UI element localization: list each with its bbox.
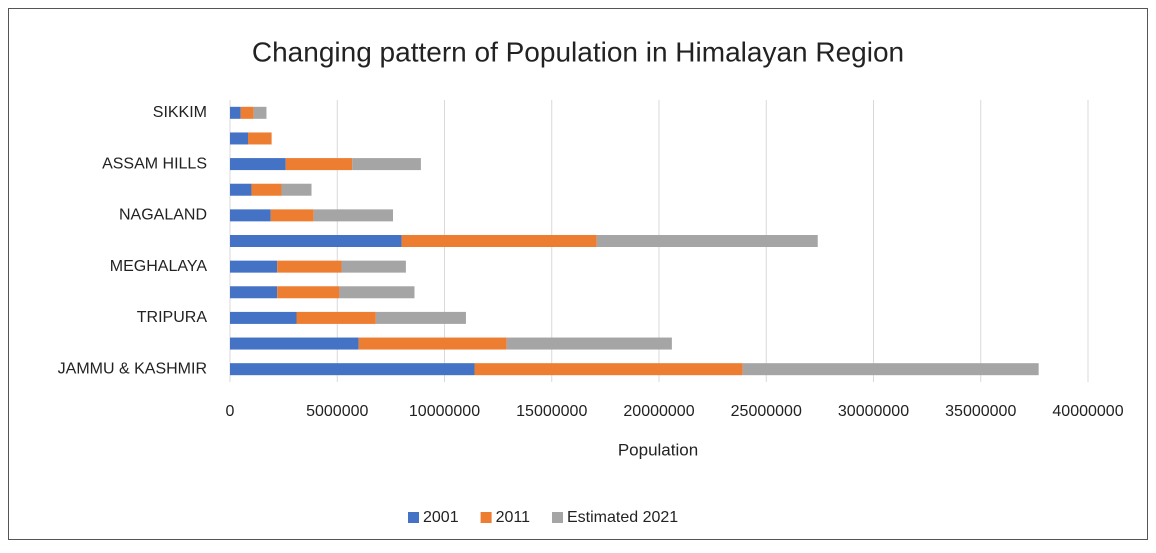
bar-segment <box>281 183 312 196</box>
legend-label: Estimated 2021 <box>567 509 678 526</box>
x-tick-label: 25000000 <box>731 403 802 420</box>
legend-label: 2001 <box>423 509 459 526</box>
bar-segment <box>339 286 415 299</box>
bar-segment <box>230 132 249 145</box>
x-tick-label: 40000000 <box>1052 403 1123 420</box>
bar-segment <box>277 286 340 299</box>
legend-swatch <box>480 512 492 523</box>
bar-segment <box>358 337 507 350</box>
bar-segment <box>251 183 282 196</box>
bar-segment <box>230 106 241 119</box>
y-tick-label: TRIPURA <box>137 309 208 326</box>
bar-segment <box>506 337 672 350</box>
bar-segment <box>230 183 252 196</box>
legend-swatch <box>408 512 419 523</box>
x-tick-label: 20000000 <box>623 403 694 420</box>
x-axis-label: Population <box>618 440 698 459</box>
bar-segment <box>248 132 272 145</box>
legend-swatch <box>552 512 563 523</box>
x-tick-label: 0 <box>226 403 235 420</box>
bar-segment <box>230 311 297 324</box>
bar-segment <box>742 363 1039 376</box>
bar-segment <box>230 158 286 171</box>
y-tick-label: NAGALAND <box>119 207 207 224</box>
bar-segment <box>285 158 353 171</box>
bar-segment <box>230 363 475 376</box>
bar-segment <box>230 260 278 273</box>
bar-segment <box>253 106 267 119</box>
y-tick-label: MEGHALAYA <box>110 258 208 275</box>
x-tick-label: 5000000 <box>306 403 368 420</box>
bar-segment <box>277 260 342 273</box>
legend-label: 2011 <box>496 509 531 526</box>
x-tick-label: 10000000 <box>409 403 480 420</box>
bar-segment <box>375 311 466 324</box>
bar-segment <box>474 363 743 376</box>
bar-segment <box>341 260 406 273</box>
y-tick-label: SIKKIM <box>153 104 207 121</box>
bar-segment <box>296 311 376 324</box>
bar-segment <box>313 209 394 222</box>
y-tick-label: ASSAM HILLS <box>102 155 207 172</box>
x-tick-label: 35000000 <box>945 403 1016 420</box>
bar-segment <box>401 235 597 247</box>
bar-segment <box>230 337 359 350</box>
bar-segment <box>240 106 254 119</box>
bar-segment <box>352 158 421 171</box>
bar-segment <box>230 286 278 299</box>
bar-segment <box>270 209 314 222</box>
chart-title: Changing pattern of Population in Himala… <box>252 36 904 67</box>
bar-segment <box>230 209 271 222</box>
x-tick-label: 30000000 <box>838 403 909 420</box>
x-tick-label: 15000000 <box>516 403 587 420</box>
bar-segment <box>596 235 818 247</box>
y-tick-label: JAMMU & KASHMIR <box>58 360 207 377</box>
chart-border <box>8 8 1148 540</box>
bar-segment <box>230 235 402 247</box>
